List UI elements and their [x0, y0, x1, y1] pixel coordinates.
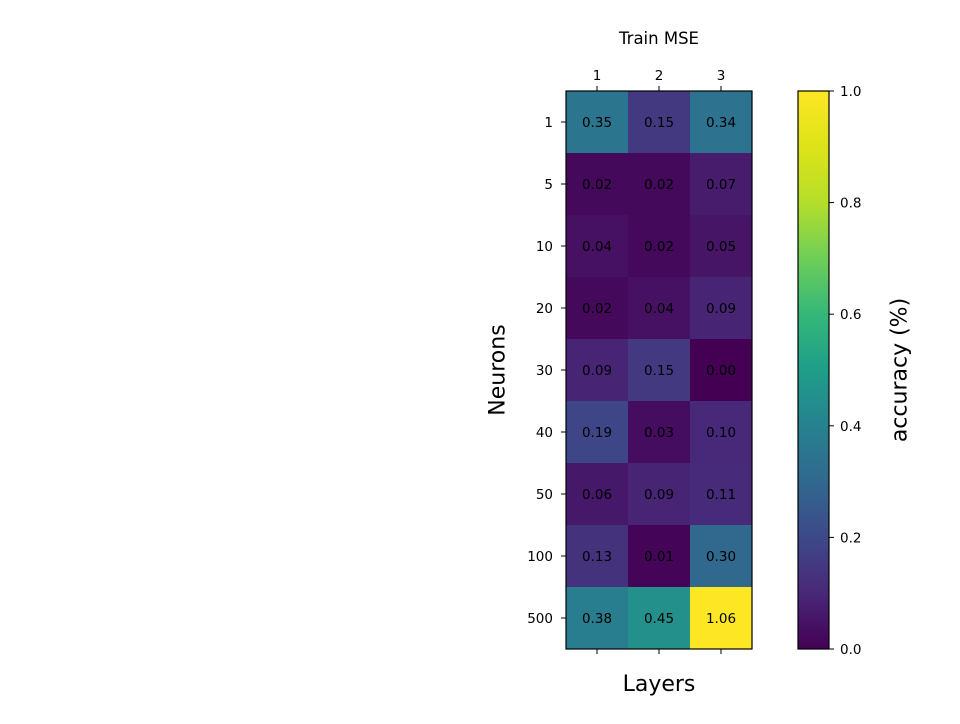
cell-value-label: 1.06 [706, 611, 736, 627]
cell-value-label: 0.19 [582, 425, 612, 441]
heatmap-cell [566, 587, 628, 649]
cell-value-label: 0.09 [582, 363, 612, 379]
colorbar [797, 90, 830, 650]
heatmap-cell [690, 401, 752, 463]
heatmap-cell [628, 153, 690, 215]
y-tick-label: 500 [527, 611, 553, 627]
heatmap-cell [628, 525, 690, 587]
cell-value-label: 0.07 [706, 177, 736, 193]
cell-value-label: 0.09 [644, 487, 674, 503]
y-axis-ticks: 1 5 10 20 30 40 50 100 500 [527, 115, 566, 627]
heatmap-cell [566, 91, 628, 153]
heatmap-cell [690, 525, 752, 587]
heatmap-cell [566, 153, 628, 215]
heatmap-cell [690, 587, 752, 649]
heatmap-cell [628, 339, 690, 401]
cell-value-label: 0.45 [644, 611, 674, 627]
colorbar-ticks: 0.0 0.2 0.4 0.6 0.8 1.0 [829, 84, 861, 658]
y-tick-label: 20 [536, 301, 553, 317]
cell-value-label: 0.02 [644, 177, 674, 193]
x-axis-ticks: 1 2 3 [593, 68, 726, 654]
cell-value-label: 0.03 [644, 425, 674, 441]
heatmap-cell [566, 215, 628, 277]
y-tick-label: 1 [544, 115, 553, 131]
cell-value-label: 0.15 [644, 363, 674, 379]
heatmap-cell [566, 277, 628, 339]
cell-value-label: 0.15 [644, 115, 674, 131]
heatmap-cell [690, 339, 752, 401]
cell-value-label: 0.35 [582, 115, 612, 131]
cell-value-label: 0.01 [644, 549, 674, 565]
heatmap-cell [690, 215, 752, 277]
cell-value-label: 0.09 [706, 301, 736, 317]
x-tick-label: 2 [655, 68, 664, 84]
heatmap-cell [566, 339, 628, 401]
heatmap-cells [566, 91, 752, 649]
y-tick-label: 10 [536, 239, 553, 255]
x-axis-label: Layers [623, 672, 696, 697]
cell-value-label: 0.04 [644, 301, 674, 317]
cell-value-label: 0.38 [582, 611, 612, 627]
cell-value-label: 0.00 [706, 363, 736, 379]
heatmap-cell [690, 153, 752, 215]
colorbar-tick-label: 0.4 [840, 419, 861, 435]
heatmap-cell-labels: 0.35 0.15 0.34 0.02 0.02 0.07 0.04 0.02 0.05 0.02… [582, 115, 736, 627]
heatmap-cell [628, 401, 690, 463]
y-tick-label: 50 [536, 487, 553, 503]
heatmap-cell [690, 463, 752, 525]
y-tick-label: 30 [536, 363, 553, 379]
heatmap-cell [628, 463, 690, 525]
colorbar-tick-label: 1.0 [840, 84, 861, 100]
cell-value-label: 0.34 [706, 115, 736, 131]
colorbar-tick-label: 0.6 [840, 307, 861, 323]
cell-value-label: 0.06 [582, 487, 612, 503]
colorbar-label: accuracy (%) [888, 298, 913, 442]
heatmap-cell [690, 277, 752, 339]
heatmap-cell [628, 215, 690, 277]
colorbar-tick-label: 0.2 [840, 530, 861, 546]
heatmap-cell [628, 587, 690, 649]
y-tick-label: 5 [544, 177, 553, 193]
cell-value-label: 0.10 [706, 425, 736, 441]
heatmap-cell [628, 91, 690, 153]
y-tick-label: 100 [527, 549, 553, 565]
heatmap-cell [566, 401, 628, 463]
x-tick-label: 1 [593, 68, 602, 84]
x-tick-label: 3 [717, 68, 726, 84]
heatmap-cell [690, 91, 752, 153]
heatmap-cell [566, 463, 628, 525]
heatmap-cell [566, 525, 628, 587]
cell-value-label: 0.11 [706, 487, 736, 503]
colorbar-tick-label: 0.0 [840, 642, 861, 658]
cell-value-label: 0.13 [582, 549, 612, 565]
y-axis-label: Neurons [486, 324, 511, 415]
colorbar-tick-label: 0.8 [840, 196, 861, 212]
cell-value-label: 0.05 [706, 239, 736, 255]
cell-value-label: 0.02 [644, 239, 674, 255]
chart-title: Train MSE [618, 29, 699, 48]
y-tick-label: 40 [536, 425, 553, 441]
cell-value-label: 0.04 [582, 239, 612, 255]
heatmap-cell [628, 277, 690, 339]
cell-value-label: 0.02 [582, 301, 612, 317]
cell-value-label: 0.02 [582, 177, 612, 193]
cell-value-label: 0.30 [706, 549, 736, 565]
